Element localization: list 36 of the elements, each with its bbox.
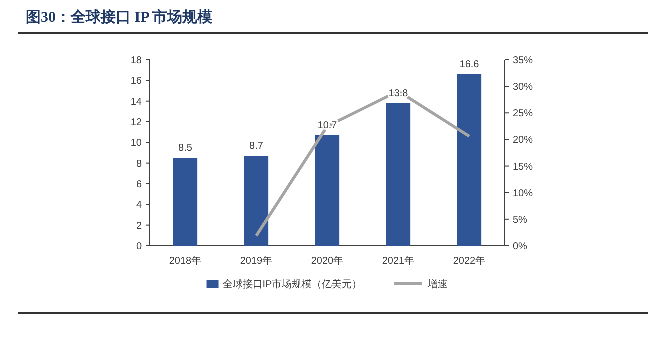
y2-tick-label: 10% bbox=[513, 188, 534, 200]
y2-tick-label: 30% bbox=[513, 82, 534, 94]
y-tick-label: 14 bbox=[130, 96, 142, 108]
y-tick-label: 2 bbox=[136, 220, 142, 232]
y-tick-label: 10 bbox=[130, 138, 142, 150]
data-label: 8.7 bbox=[250, 141, 264, 152]
legend-label: 全球接口IP市场规模（亿美元） bbox=[222, 278, 362, 290]
legend-label: 增速 bbox=[427, 278, 448, 290]
data-label: 16.6 bbox=[460, 59, 480, 70]
y-tick-label: 8 bbox=[136, 158, 142, 170]
y-tick-label: 18 bbox=[130, 56, 142, 66]
y-tick-label: 6 bbox=[136, 180, 142, 190]
y2-tick-label: 0% bbox=[513, 242, 528, 252]
x-tick-label: 2018年 bbox=[169, 255, 202, 267]
bar bbox=[315, 135, 340, 246]
y2-tick-label: 20% bbox=[513, 135, 534, 146]
y-tick-label: 16 bbox=[130, 76, 142, 88]
y2-tick-label: 35% bbox=[513, 56, 534, 66]
bar bbox=[244, 156, 269, 246]
x-tick-label: 2019年 bbox=[240, 255, 273, 267]
x-tick-label: 2020年 bbox=[311, 255, 344, 267]
bar bbox=[386, 103, 411, 246]
y2-tick-label: 15% bbox=[513, 162, 534, 173]
bar bbox=[173, 158, 198, 246]
bar bbox=[457, 74, 482, 246]
y2-tick-label: 25% bbox=[513, 108, 534, 120]
x-tick-label: 2021年 bbox=[382, 255, 415, 267]
data-label: 13.8 bbox=[388, 88, 409, 100]
data-label: 8.5 bbox=[178, 143, 193, 154]
y-tick-label: 12 bbox=[130, 118, 142, 128]
y2-tick-label: 5% bbox=[513, 214, 528, 226]
y-tick-label: 0 bbox=[136, 242, 142, 252]
chart-title: 图30：全球接口 IP 市场规模 bbox=[26, 8, 214, 26]
y-tick-label: 4 bbox=[136, 200, 142, 212]
data-label: 10.7 bbox=[318, 120, 338, 132]
x-tick-label: 2022年 bbox=[453, 255, 486, 267]
